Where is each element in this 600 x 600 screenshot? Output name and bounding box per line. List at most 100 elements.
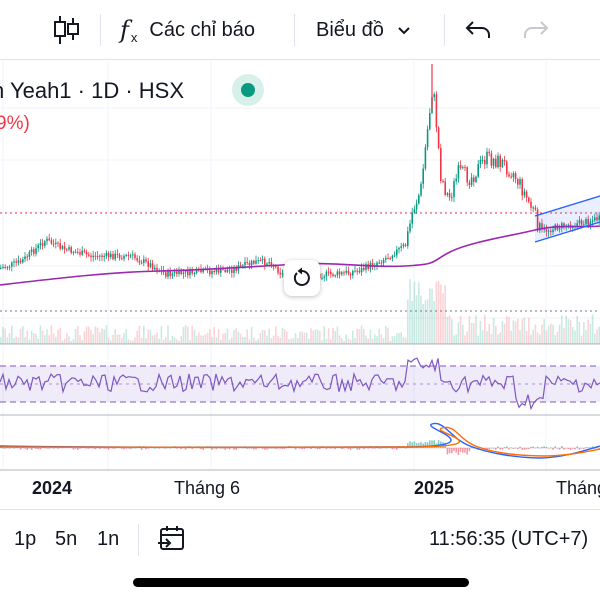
candle-body (92, 255, 94, 258)
reset-chart-button[interactable] (284, 260, 320, 296)
macd-histogram-bar (561, 446, 563, 448)
time-axis-label: 2025 (414, 478, 455, 498)
candle-body (6, 267, 9, 269)
candle-body (57, 242, 59, 244)
macd-histogram-bar (499, 448, 501, 450)
go-to-date-button[interactable] (156, 510, 188, 568)
candle-body (74, 251, 77, 253)
macd-histogram-bar (519, 446, 521, 448)
volume-bar (180, 336, 182, 344)
candle-body (79, 252, 81, 255)
candle-body (387, 257, 389, 259)
candle-body (514, 173, 517, 180)
candle-body (354, 270, 356, 272)
undo-button[interactable] (464, 0, 492, 60)
volume-bar (301, 331, 303, 344)
macd-histogram-bar (13, 447, 15, 449)
candle-body (136, 258, 138, 261)
volume-bar (288, 339, 290, 344)
volume-bar (198, 332, 200, 344)
volume-bar (217, 329, 220, 344)
volume-bar (519, 330, 521, 344)
redo-button[interactable] (522, 0, 550, 60)
volume-bar (459, 316, 462, 344)
clock-timezone-label[interactable]: 11:56:35 (UTC+7) (429, 527, 589, 550)
macd-pane (0, 422, 600, 459)
volume-bar (521, 319, 523, 344)
macd-histogram-bar (532, 446, 534, 448)
indicators-button[interactable]: f x Các chỉ báo (120, 0, 255, 60)
chart-canvas[interactable] (0, 61, 600, 508)
candle-body (506, 161, 508, 175)
candle-body (594, 217, 596, 221)
volume-bar (290, 338, 292, 344)
macd-histogram-bar (272, 448, 275, 449)
volume-bar (81, 339, 83, 344)
volume-bar (437, 280, 440, 344)
volume-bar (501, 321, 504, 344)
interval-1n-button[interactable]: 1n (97, 527, 120, 550)
candle-body (363, 268, 365, 270)
macd-histogram-bar (325, 448, 328, 450)
candle-body (541, 223, 543, 230)
candle-body (576, 223, 578, 226)
volume-bar (294, 333, 297, 344)
macd-histogram-bar (72, 448, 75, 450)
candle-body (105, 252, 108, 257)
chart-area[interactable] (0, 61, 600, 508)
candle-body (539, 223, 541, 231)
volume-bar (299, 331, 301, 344)
volume-bar (85, 326, 88, 344)
candle-body (409, 223, 411, 232)
volume-bar (253, 338, 255, 344)
macd-histogram-bar (147, 448, 149, 449)
interval-5n-button[interactable]: 5n (55, 527, 78, 550)
chart-type-label: Biểu đồ (316, 18, 384, 41)
volume-bar (88, 326, 90, 344)
macd-histogram-bar (248, 448, 251, 449)
volume-bar (506, 316, 508, 344)
volume-bar (226, 328, 229, 344)
candle-body (145, 259, 147, 262)
macd-histogram-bar (585, 447, 587, 448)
macd-histogram-bar (28, 447, 31, 449)
candle-body (180, 269, 182, 274)
chart-type-button[interactable]: Biểu đồ (316, 0, 412, 60)
candle-body (151, 263, 154, 270)
toolbar-divider (294, 14, 295, 46)
volume-bar (572, 326, 574, 344)
volume-bar (429, 288, 431, 344)
volume-bar (193, 329, 196, 344)
volume-bar (440, 284, 442, 344)
volume-bar (292, 338, 295, 344)
macd-histogram-bar (521, 448, 523, 450)
macd-histogram-bar (275, 448, 277, 450)
volume-bar (268, 328, 270, 344)
candle-body (182, 272, 185, 274)
volume-bar (231, 337, 233, 344)
candle-body (585, 219, 587, 225)
candle-body (398, 247, 400, 250)
candle-body (385, 257, 387, 260)
candle-body (52, 243, 55, 245)
candlestick-icon[interactable] (50, 0, 82, 60)
volume-bar (316, 329, 319, 344)
candle-body (528, 197, 530, 202)
volume-bar (314, 329, 317, 344)
candle-body (596, 217, 598, 221)
interval-1p-button[interactable]: 1p (14, 527, 37, 550)
macd-histogram-bar (24, 448, 26, 449)
volume-bar (125, 329, 127, 344)
volume-bar (169, 340, 171, 344)
symbol-legend-title[interactable]: n Yeah1 · 1D · HSX (0, 78, 185, 103)
volume-bar (426, 299, 429, 344)
market-status-icon[interactable] (232, 74, 264, 106)
candle-body (171, 273, 174, 276)
candle-body (389, 258, 391, 260)
macd-histogram-bar (162, 447, 165, 449)
volume-bar (453, 335, 455, 344)
candle-body (228, 269, 231, 271)
volume-bar (136, 330, 138, 344)
volume-bar (594, 333, 596, 344)
macd-histogram-bar (495, 448, 497, 450)
